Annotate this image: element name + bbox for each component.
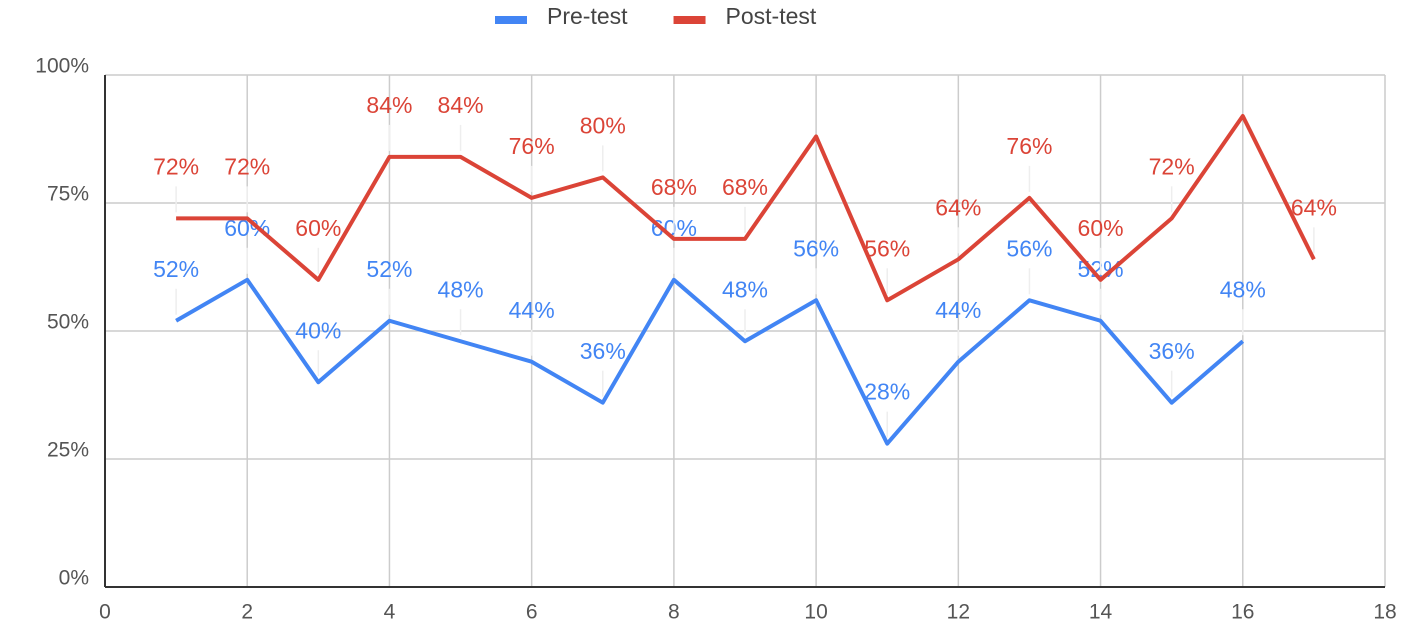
- data-label: 56%: [1006, 235, 1052, 261]
- x-tick-label: 2: [241, 601, 253, 624]
- data-label: 48%: [438, 276, 484, 302]
- x-tick-label: 18: [1373, 601, 1396, 624]
- data-label: 56%: [864, 235, 910, 261]
- data-label: 36%: [580, 338, 626, 364]
- data-label: 36%: [1149, 338, 1195, 364]
- x-tick-label: 6: [526, 601, 538, 624]
- x-tick-label: 8: [668, 601, 680, 624]
- x-tick-label: 0: [99, 601, 111, 624]
- x-tick-label: 12: [947, 601, 970, 624]
- data-label: 68%: [722, 174, 768, 200]
- data-label: 64%: [1291, 194, 1337, 220]
- y-tick-label: 75%: [47, 183, 89, 206]
- data-label: 72%: [153, 153, 199, 179]
- x-tick-label: 14: [1089, 601, 1113, 624]
- x-tick-label: 10: [804, 601, 827, 624]
- y-tick-label: 100%: [35, 55, 89, 78]
- data-label: 76%: [1006, 133, 1052, 159]
- data-label: 44%: [509, 297, 555, 323]
- y-tick-label: 25%: [47, 439, 89, 462]
- data-label: 80%: [580, 112, 626, 138]
- legend-swatch: [495, 16, 527, 24]
- legend-label: Post-test: [726, 3, 817, 29]
- y-tick-label: 0%: [59, 567, 89, 590]
- data-label: 28%: [864, 379, 910, 405]
- data-label: 52%: [153, 256, 199, 282]
- data-label: 60%: [295, 215, 341, 241]
- legend-swatch: [673, 16, 706, 24]
- data-label: 76%: [509, 133, 555, 159]
- data-label: 40%: [295, 317, 341, 343]
- data-label: 72%: [1149, 153, 1195, 179]
- series-line: [176, 113, 1316, 303]
- y-tick-label: 50%: [47, 311, 89, 334]
- data-label: 84%: [438, 92, 484, 118]
- data-label: 68%: [651, 174, 697, 200]
- x-tick-label: 4: [384, 601, 396, 624]
- data-label: 52%: [366, 256, 412, 282]
- data-label: 48%: [722, 276, 768, 302]
- data-label: 44%: [935, 297, 981, 323]
- data-label: 56%: [793, 235, 839, 261]
- data-label: 72%: [224, 153, 270, 179]
- legend-label: Pre-test: [547, 3, 628, 29]
- data-label: 60%: [1078, 215, 1124, 241]
- data-label: 48%: [1220, 276, 1266, 302]
- data-label: 64%: [935, 194, 981, 220]
- x-tick-label: 16: [1231, 601, 1254, 624]
- series-line: [175, 277, 1245, 446]
- data-label: 84%: [366, 92, 412, 118]
